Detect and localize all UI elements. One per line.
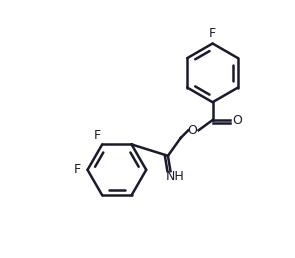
Text: O: O bbox=[232, 114, 242, 127]
Text: O: O bbox=[187, 124, 197, 137]
Text: F: F bbox=[74, 163, 81, 176]
Text: F: F bbox=[94, 129, 101, 142]
Text: F: F bbox=[209, 27, 216, 40]
Text: NH: NH bbox=[166, 170, 185, 183]
